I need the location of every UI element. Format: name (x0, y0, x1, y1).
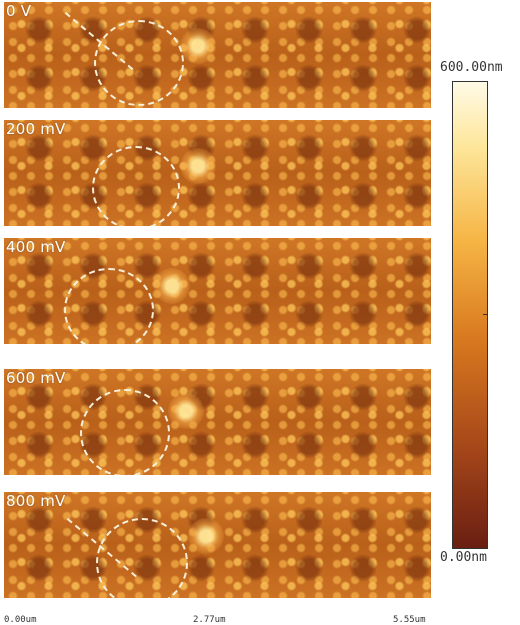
highlight-circle (80, 389, 170, 475)
colorbar-tick (483, 314, 488, 315)
highlight-circle (94, 20, 184, 106)
bright-feature (154, 268, 190, 304)
highlight-circle (96, 518, 188, 598)
bright-feature (168, 393, 204, 429)
panel-label: 400 mV (6, 238, 66, 256)
colorbar-max-label: 600.00nm (440, 60, 503, 75)
afm-panel-400mv: 400 mV (4, 238, 431, 344)
afm-panel-0v: 0 V (4, 2, 431, 108)
panel-label: 0 V (6, 2, 32, 20)
panel-label: 200 mV (6, 120, 66, 138)
bright-feature (188, 518, 224, 554)
x-axis-tick-middle: 2.77um (193, 615, 226, 625)
x-axis-tick-start: 0.00um (4, 615, 37, 625)
bright-feature (180, 148, 216, 184)
height-colorbar (452, 81, 488, 549)
highlight-circle (92, 146, 180, 226)
bright-feature (180, 28, 216, 64)
afm-panel-200mv: 200 mV (4, 120, 431, 226)
afm-panel-800mv: 800 mV (4, 492, 431, 598)
afm-panel-600mv: 600 mV (4, 369, 431, 475)
x-axis-tick-end: 5.55um (393, 615, 426, 625)
panel-label: 600 mV (6, 369, 66, 387)
highlight-circle (64, 268, 154, 344)
panel-label: 800 mV (6, 492, 66, 510)
colorbar-min-label: 0.00nm (440, 550, 487, 565)
